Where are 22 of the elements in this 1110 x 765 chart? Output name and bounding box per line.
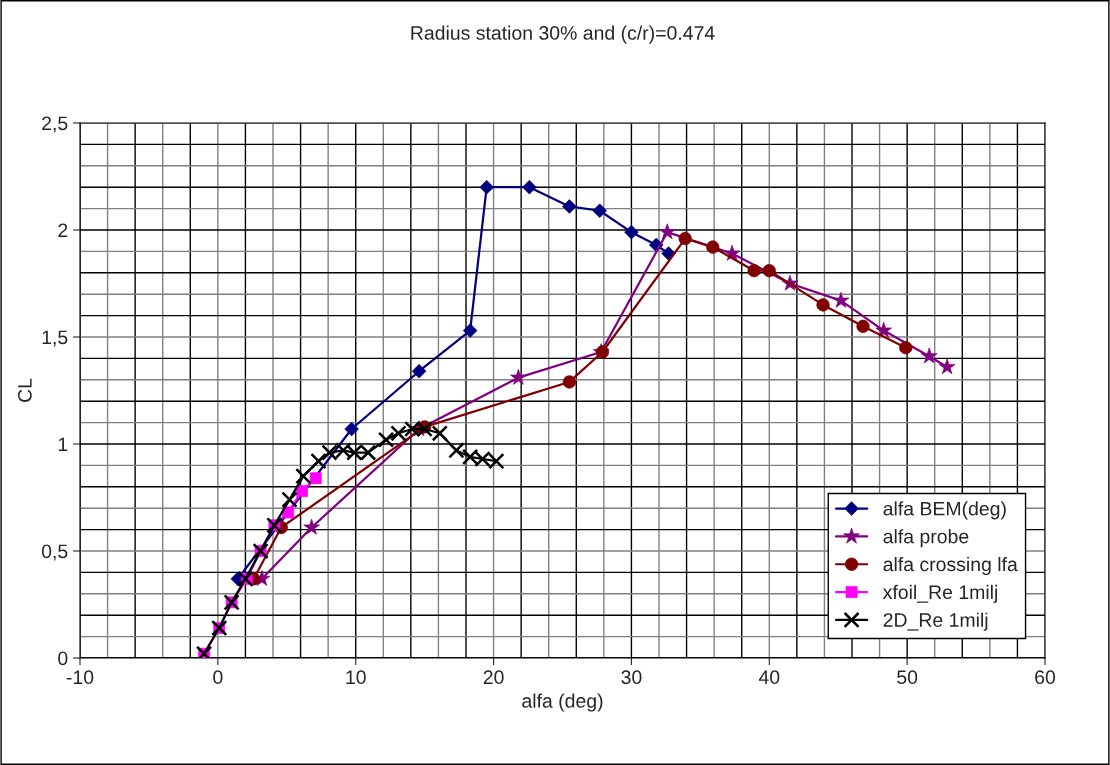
legend-label: alfa probe [883,529,969,548]
x-tick-label: 50 [897,670,918,685]
legend-label: xfoil_Re 1milj [882,584,997,603]
y-tick-label: 1,5 [42,330,68,347]
chart-title: Radius station 30% and (c/r)=0.474 [411,25,715,44]
y-tick-label: 0 [58,651,68,666]
x-tick-label: 30 [621,670,642,685]
x-axis-title: alfa (deg) [522,693,603,712]
legend-label: 2D_Re 1milj [883,612,988,631]
y-axis-title: CL [18,378,32,402]
y-tick-label: 1 [58,437,68,452]
x-tick-label: 60 [1035,670,1056,685]
x-tick-label: 40 [758,670,780,685]
x-tick-label: -10 [66,670,94,685]
x-tick-label: 0 [213,670,223,685]
legend-label: alfa BEM(deg) [883,501,1006,520]
legend-label: alfa crossing lfa [883,556,1018,576]
y-tick-label: 0,5 [41,544,68,561]
y-tick-label: 2,5 [42,116,68,133]
x-tick-label: 10 [346,670,366,685]
y-tick-label: 2 [58,223,68,238]
x-tick-label: 20 [483,670,504,685]
